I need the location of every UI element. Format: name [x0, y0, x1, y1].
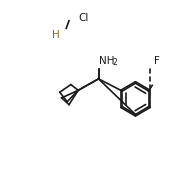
- Text: F: F: [154, 56, 160, 66]
- Text: H: H: [52, 30, 60, 40]
- Text: Cl: Cl: [78, 13, 89, 23]
- Text: NH: NH: [100, 56, 115, 66]
- Text: 2: 2: [112, 58, 117, 67]
